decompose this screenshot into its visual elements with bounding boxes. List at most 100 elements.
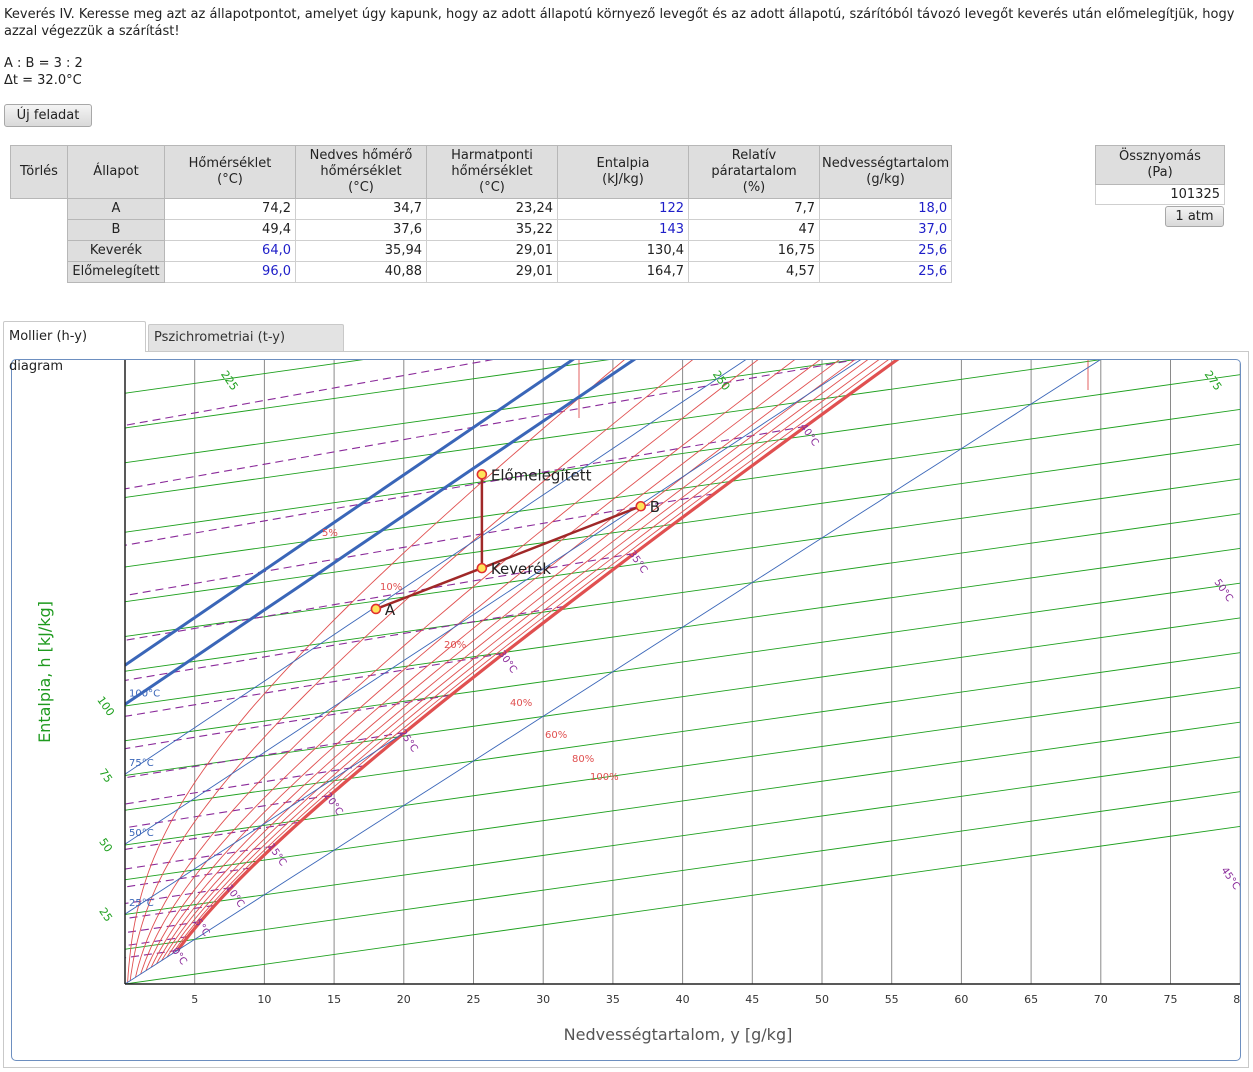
rh-label: 100%: [590, 772, 619, 783]
atm-button[interactable]: 1 atm: [1165, 206, 1224, 227]
x-tick-label: 50: [815, 993, 829, 1006]
wetbulb-line: [125, 425, 806, 546]
x-tick-label: 55: [885, 993, 899, 1006]
state-name: A: [67, 198, 165, 220]
delete-cell[interactable]: [11, 199, 68, 220]
rh-label: 10%: [380, 582, 402, 593]
enthalpy-line: [125, 443, 1240, 603]
x-tick-label: 80: [1233, 993, 1240, 1006]
x-tick-label: 65: [1024, 993, 1038, 1006]
enthalpy-line-label: 225: [218, 368, 241, 393]
wetbulb-line: [125, 605, 565, 681]
state-point[interactable]: [476, 469, 488, 480]
cell-dewpoint[interactable]: 29,01: [426, 240, 558, 262]
enthalpy-line: [125, 513, 1240, 672]
cell-enthalpy[interactable]: 122: [557, 198, 689, 220]
x-tick-label: 60: [954, 993, 968, 1006]
enthalpy-line: [125, 791, 1240, 950]
isotherm-label: 100°C: [129, 688, 160, 699]
saturation-curve: [176, 360, 900, 952]
state-name: Előmelegített: [67, 261, 165, 283]
table-row: Előmelegített 96,0 40,88 29,01 164,7 4,5…: [11, 261, 953, 283]
enthalpy-line: [125, 582, 1240, 742]
enthalpy-lines: [125, 360, 1240, 984]
pressure-value[interactable]: 101325: [1095, 184, 1225, 205]
isotherm-label: 75°C: [129, 758, 154, 769]
header-enthalpy: Entalpia (kJ/kg): [557, 145, 689, 199]
wetbulb-line: [125, 794, 330, 829]
cell-moisture[interactable]: 37,0: [818, 219, 953, 241]
wetbulb-label: 15°C: [265, 842, 288, 869]
cell-enthalpy[interactable]: 143: [557, 219, 689, 241]
header-rh: Relatív páratartalom (%): [688, 145, 820, 199]
isotherm: [125, 360, 575, 667]
x-axis-label: Nedvességtartalom, y [g/kg]: [564, 1025, 793, 1044]
delete-cell[interactable]: [11, 220, 68, 241]
tab-psychrometric[interactable]: Pszichrometriai (t-y) diagram: [148, 324, 344, 371]
cell-enthalpy[interactable]: 130,4: [557, 240, 689, 262]
x-tick-label: 35: [606, 993, 620, 1006]
enthalpy-line: [125, 756, 1240, 915]
rh-label: 20%: [444, 640, 466, 651]
rh-curve: [156, 360, 856, 965]
enthalpy-line: [125, 825, 1240, 984]
wetbulb-line: [125, 552, 635, 641]
enthalpy-line: [125, 478, 1240, 637]
chart-labels: 5 10 15 20 25 30 35 40 45 50 55 60 65 70 75 80 25 50 75 100…: [94, 368, 1240, 1006]
cell-rh[interactable]: 16,75: [688, 240, 820, 262]
state-point[interactable]: [635, 500, 647, 512]
cell-moisture[interactable]: 25,6: [818, 240, 953, 262]
cell-wetbulb[interactable]: 37,6: [295, 219, 427, 241]
rh-curves: [127, 360, 1089, 983]
wetbulb-line: [125, 493, 715, 597]
table-row: A 74,2 34,7 23,24 122 7,7 18,0: [11, 198, 953, 220]
cell-dewpoint[interactable]: 35,22: [426, 219, 558, 241]
header-dewpoint: Harmatponti hőmérséklet (°C): [426, 145, 558, 199]
cell-rh[interactable]: 4,57: [688, 261, 820, 283]
state-point-label: B: [650, 498, 660, 516]
tab-mollier[interactable]: Mollier (h-y) diagram: [3, 321, 146, 374]
enthalpy-tick-label: 50: [96, 836, 115, 855]
cell-moisture[interactable]: 18,0: [818, 198, 953, 220]
cell-moisture[interactable]: 25,6: [818, 261, 953, 283]
rh-curve: [140, 360, 795, 975]
state-point[interactable]: [370, 603, 382, 615]
enthalpy-line: [125, 652, 1240, 811]
delete-cell[interactable]: [11, 241, 68, 262]
cell-wetbulb[interactable]: 35,94: [295, 240, 427, 262]
isotherm: [125, 360, 861, 845]
cell-dewpoint[interactable]: 23,24: [426, 198, 558, 220]
isotherms: [125, 360, 1101, 984]
x-tick-label: 10: [257, 993, 271, 1006]
wetbulb-label: 35°C: [626, 549, 649, 576]
new-task-button[interactable]: Új feladat: [4, 104, 92, 127]
state-point-label: A: [385, 601, 396, 619]
mollier-chart[interactable]: 5 10 15 20 25 30 35 40 45 50 55 60 65 70 75 80 25 50 75 100…: [12, 360, 1240, 1060]
rh-curve: [150, 360, 840, 968]
cell-wetbulb[interactable]: 34,7: [295, 198, 427, 220]
state-name: Keverék: [67, 240, 165, 262]
state-points[interactable]: A Keverék B Előmelegített: [370, 466, 660, 619]
enthalpy-line: [125, 721, 1240, 881]
cell-dewpoint[interactable]: 29,01: [426, 261, 558, 283]
cell-rh[interactable]: 7,7: [688, 198, 820, 220]
cell-temperature[interactable]: 64,0: [164, 240, 296, 262]
cell-temperature[interactable]: 49,4: [164, 219, 296, 241]
cell-rh[interactable]: 47: [688, 219, 820, 241]
isotherm: [125, 360, 637, 706]
table-header-row: Törlés Állapot Hőmérséklet (°C) Nedves hő…: [10, 145, 953, 199]
enthalpy-tick-label: 75: [96, 766, 115, 785]
rh-curve: [127, 360, 625, 983]
state-point[interactable]: [476, 562, 488, 574]
cell-enthalpy[interactable]: 164,7: [557, 261, 689, 283]
pressure-header: Össznyomás (Pa): [1095, 145, 1225, 185]
cell-temperature[interactable]: 74,2: [164, 198, 296, 220]
cell-wetbulb[interactable]: 40,88: [295, 261, 427, 283]
isotherm-label: 50°C: [129, 828, 154, 839]
enthalpy-line: [125, 686, 1240, 846]
cell-temperature[interactable]: 96,0: [164, 261, 296, 283]
delete-cell[interactable]: [11, 262, 68, 283]
pressure-table: Össznyomás (Pa) 101325: [1095, 145, 1225, 205]
wetbulb-line: [125, 887, 232, 905]
x-tick-label: 30: [536, 993, 550, 1006]
